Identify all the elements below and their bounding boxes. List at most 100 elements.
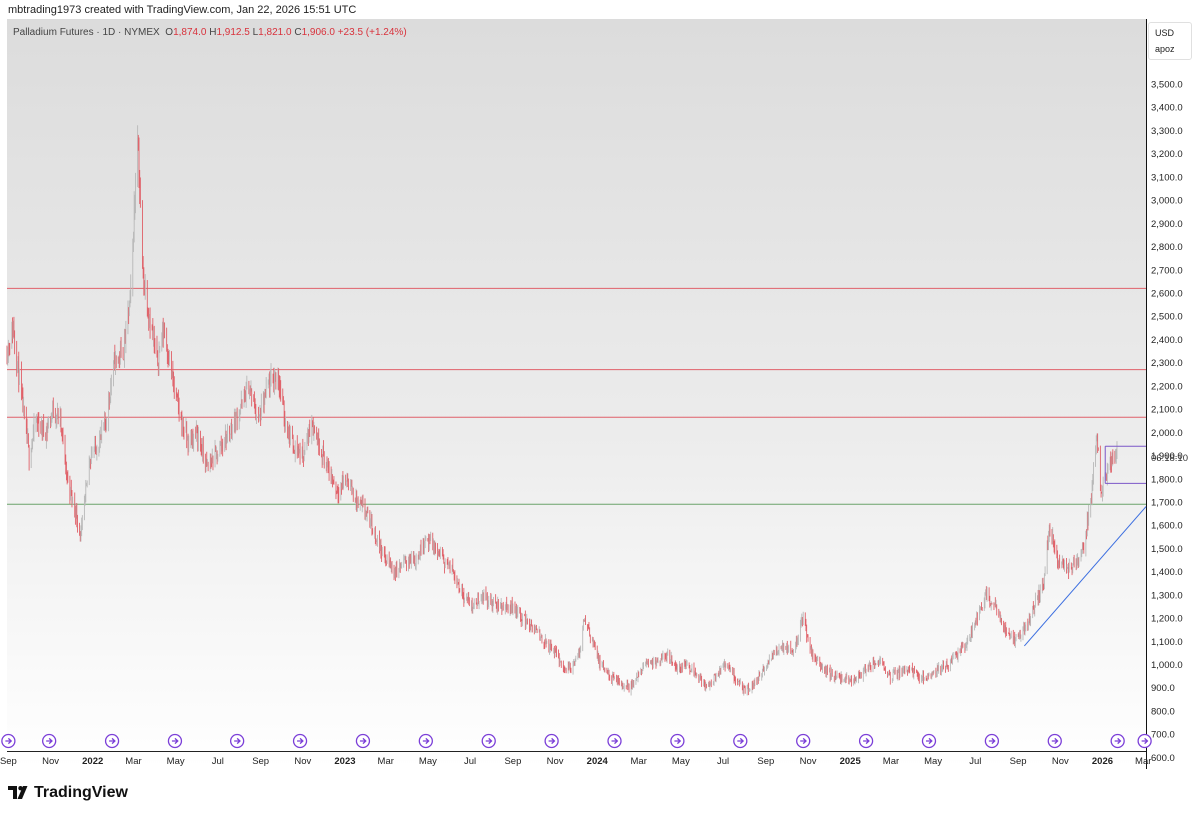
unit-label: apoz — [1155, 44, 1175, 54]
event-arrow-right-circle-icon — [292, 733, 308, 749]
price-tick-label: 1,000.0 — [1151, 660, 1183, 671]
price-tick-label: 2,300.0 — [1151, 358, 1183, 369]
symbol-title: Palladium Futures · 1D · NYMEX — [13, 27, 160, 38]
price-tick-label: 1,700.0 — [1151, 497, 1183, 508]
event-arrow — [863, 737, 870, 745]
price-tick-label: 2,700.0 — [1151, 265, 1183, 276]
price-tick-label: 700.0 — [1151, 730, 1175, 741]
event-arrow — [171, 737, 179, 745]
time-tick-label: May — [419, 756, 437, 767]
countdown-label: 06:18:10 — [1151, 453, 1188, 464]
chart-area[interactable] — [7, 19, 1146, 769]
open-label: O — [165, 27, 174, 38]
price-tick-label: 1,400.0 — [1151, 567, 1183, 578]
event-arrow-right-circle-icon — [544, 733, 559, 749]
time-tick-label: 2026 — [1092, 756, 1113, 767]
event-arrow — [485, 737, 493, 745]
top-bar: mbtrading1973 created with TradingView.c… — [0, 0, 1200, 18]
price-tick-label: 3,200.0 — [1151, 149, 1183, 160]
time-tick-label: Jul — [212, 756, 224, 767]
open-value: 1,874.0 — [173, 27, 207, 38]
time-tick-label: 2024 — [587, 756, 609, 767]
low-value: 1,821.0 — [258, 27, 292, 38]
price-tick-label: 2,400.0 — [1151, 335, 1183, 346]
price-tick-label: 2,800.0 — [1151, 242, 1183, 253]
brand-name: TradingView — [34, 784, 128, 801]
price-tick-label: 2,900.0 — [1151, 219, 1183, 230]
time-tick-label: Nov — [547, 756, 564, 767]
event-arrow-right-circle-icon — [921, 733, 937, 749]
time-tick-label: Jul — [969, 756, 981, 767]
time-tick-label: Nov — [1052, 756, 1069, 767]
event-arrow-right-circle-icon — [167, 733, 183, 749]
time-tick-label: May — [167, 756, 185, 767]
time-tick-label: Mar — [125, 756, 141, 767]
attribution-text: mbtrading1973 created with TradingView.c… — [8, 4, 357, 16]
time-tick-label: 2025 — [840, 756, 862, 767]
brand[interactable]: TradingView — [8, 784, 128, 802]
symbol-legend: Palladium Futures · 1D · NYMEX O1,874.0 … — [13, 27, 407, 38]
time-tick-label: Nov — [800, 756, 817, 767]
event-arrow-right-circle-icon — [607, 733, 622, 749]
event-arrow — [1114, 737, 1122, 745]
time-tick-label: 2023 — [334, 756, 355, 767]
event-arrow-right-circle-icon — [796, 733, 811, 749]
price-tick-label: 900.0 — [1151, 683, 1175, 694]
event-arrow — [109, 737, 116, 745]
time-tick-label: Sep — [252, 756, 269, 767]
event-arrow — [234, 737, 241, 745]
price-tick-label: 2,000.0 — [1151, 428, 1183, 439]
time-tick-label: May — [924, 756, 942, 767]
event-arrow-right-circle-icon — [229, 733, 245, 749]
price-tick-label: 2,500.0 — [1151, 312, 1183, 323]
event-arrow — [548, 737, 556, 745]
event-arrow-right-circle-icon — [104, 733, 120, 749]
price-tick-label: 1,500.0 — [1151, 544, 1183, 555]
price-tick-label: 2,200.0 — [1151, 381, 1183, 392]
price-tick-label: 600.0 — [1151, 753, 1175, 764]
time-tick-label: Sep — [504, 756, 521, 767]
event-arrow — [297, 737, 304, 745]
high-label: H — [209, 27, 217, 38]
high-value: 1,912.5 — [216, 27, 250, 38]
currency-label: USD — [1155, 28, 1175, 38]
event-arrow — [46, 737, 53, 745]
event-arrow-right-circle-icon — [858, 733, 874, 749]
time-tick-label: Nov — [42, 756, 59, 767]
event-arrow-right-circle-icon — [355, 733, 371, 749]
event-arrow-right-circle-icon — [733, 733, 748, 749]
price-tick-label: 1,800.0 — [1151, 474, 1183, 485]
tradingview-logo-icon — [8, 786, 28, 800]
price-axis[interactable] — [1146, 19, 1200, 769]
price-tick-label: 1,300.0 — [1151, 590, 1183, 601]
time-tick-label: Mar — [631, 756, 647, 767]
time-tick-label: May — [672, 756, 690, 767]
event-arrow — [1141, 737, 1149, 745]
event-arrow — [800, 737, 807, 745]
change-value: +23.5 (+1.24%) — [337, 27, 407, 38]
price-tick-label: 2,600.0 — [1151, 288, 1183, 299]
price-tick-label: 3,500.0 — [1151, 80, 1183, 91]
price-tick-label: 2,100.0 — [1151, 405, 1183, 416]
price-tick-label: 3,400.0 — [1151, 103, 1183, 114]
event-arrow-right-circle-icon — [1, 733, 16, 749]
time-tick-label: Sep — [0, 756, 17, 767]
currency-selector[interactable]: USD apoz — [1148, 22, 1192, 60]
event-arrow — [925, 737, 933, 745]
price-tick-label: 1,900.0 — [1151, 451, 1183, 462]
event-arrow-right-circle-icon — [418, 733, 433, 749]
event-arrow-right-circle-icon — [1137, 733, 1152, 749]
ascending-trendline — [1023, 506, 1147, 647]
event-arrow-right-circle-icon — [670, 733, 685, 749]
time-tick-label: 2022 — [82, 756, 103, 767]
price-tick-label: 1,200.0 — [1151, 614, 1183, 625]
event-arrow-right-circle-icon — [984, 733, 1000, 749]
low-label: L — [252, 27, 259, 38]
event-arrow — [422, 737, 430, 745]
price-tick-label: 1,600.0 — [1151, 521, 1183, 532]
time-tick-label: Jul — [464, 756, 476, 767]
price-tick-label: 3,000.0 — [1151, 196, 1183, 207]
time-axis-line — [7, 751, 1146, 752]
price-tick-label: 1,100.0 — [1151, 637, 1183, 648]
time-tick-label: Sep — [757, 756, 774, 767]
